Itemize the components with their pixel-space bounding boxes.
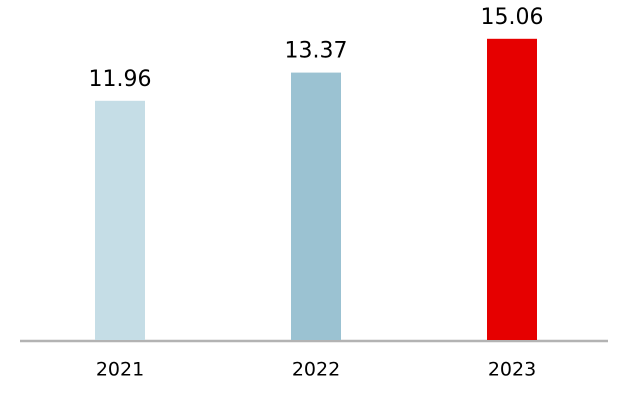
data-label: 15.06 xyxy=(481,5,544,30)
bar xyxy=(487,38,537,341)
bar xyxy=(95,100,145,340)
x-tick-label: 2022 xyxy=(292,359,340,381)
data-label: 13.37 xyxy=(285,39,348,64)
bar xyxy=(291,72,341,340)
data-label: 11.96 xyxy=(89,67,152,92)
x-tick-label: 2021 xyxy=(96,359,144,381)
x-tick-label: 2023 xyxy=(488,359,536,381)
